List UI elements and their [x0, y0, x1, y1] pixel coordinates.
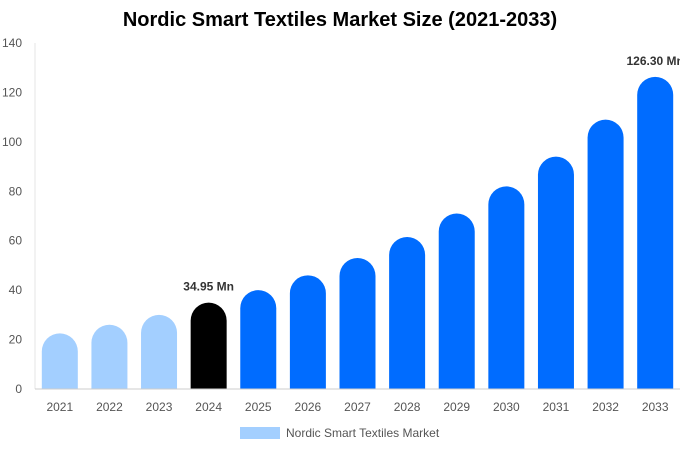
- bar-2021: [41, 333, 78, 389]
- x-axis: 2021 2022 2023 2024 2025 2026 2027 2028 2029 2030…: [35, 388, 680, 414]
- y-tick-label: 140: [2, 36, 22, 50]
- y-axis: 0 20 40 60 80 100 120 140: [2, 36, 36, 396]
- x-tick-label: 2028: [394, 400, 421, 414]
- bar-2033: [637, 76, 674, 389]
- data-label: 34.95 Mn: [183, 280, 234, 294]
- bar-2023: [141, 314, 178, 389]
- x-tick-label: 2030: [493, 400, 520, 414]
- y-tick-label: 80: [9, 184, 23, 198]
- x-tick-label: 2032: [592, 400, 619, 414]
- x-tick-label: 2026: [295, 400, 322, 414]
- x-tick-label: 2021: [46, 400, 73, 414]
- y-tick-label: 60: [9, 234, 23, 248]
- x-tick-label: 2027: [344, 400, 371, 414]
- x-tick-label: 2022: [96, 400, 123, 414]
- y-tick-label: 20: [9, 333, 23, 347]
- bar-2028: [389, 237, 426, 389]
- x-tick-label: 2033: [642, 400, 669, 414]
- bar-2029: [438, 213, 475, 389]
- chart-title: Nordic Smart Textiles Market Size (2021-…: [122, 9, 558, 31]
- data-label: 126.30 Mn: [627, 54, 680, 68]
- x-tick-label: 2024: [195, 400, 222, 414]
- bar-2031: [537, 156, 574, 389]
- x-tick-label: 2023: [146, 400, 173, 414]
- x-tick-label: 2025: [245, 400, 272, 414]
- bar-2025: [240, 290, 277, 389]
- bars: [41, 76, 674, 389]
- x-tick-label: 2029: [443, 400, 470, 414]
- x-tick-label: 2031: [543, 400, 570, 414]
- data-labels: 34.95 Mn 126.30 Mn: [183, 54, 680, 294]
- bar-2022: [91, 324, 128, 389]
- bar-2030: [488, 186, 525, 389]
- legend-label: Nordic Smart Textiles Market: [286, 426, 440, 440]
- y-tick-label: 120: [2, 85, 22, 99]
- bar-2024: [190, 302, 227, 389]
- bar-2026: [289, 275, 326, 389]
- y-tick-label: 0: [15, 382, 22, 396]
- bar-2027: [339, 258, 376, 389]
- legend: Nordic Smart Textiles Market: [240, 425, 439, 441]
- bar-2032: [587, 119, 624, 389]
- y-tick-label: 100: [2, 135, 22, 149]
- legend-swatch: [240, 427, 280, 439]
- y-tick-label: 40: [9, 283, 23, 297]
